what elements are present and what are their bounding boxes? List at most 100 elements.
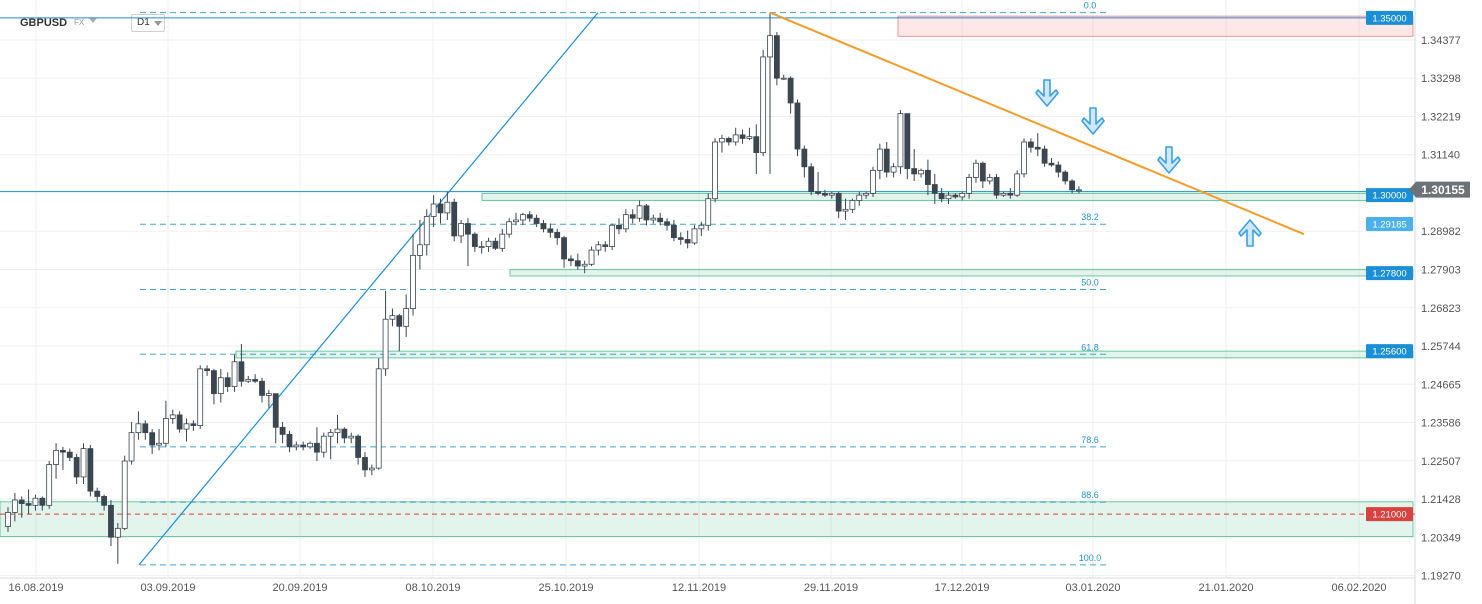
symbol-dropdown-icon[interactable] <box>89 18 97 23</box>
market-label: FX <box>74 18 85 27</box>
candle-down <box>664 221 670 226</box>
candle-down <box>1055 164 1062 173</box>
candle-up <box>1076 189 1082 192</box>
candle-down <box>451 201 458 237</box>
candle-up <box>897 113 904 168</box>
candle-up <box>870 169 876 194</box>
candle-down <box>904 113 911 169</box>
candle-down <box>547 228 554 233</box>
candle-up <box>767 35 773 58</box>
chevron-down-icon <box>154 21 162 26</box>
arrow-down-icon <box>1035 79 1059 107</box>
candle-up <box>856 194 863 201</box>
candle-up <box>973 162 979 178</box>
candle-up <box>918 169 924 175</box>
timeframe-label: D1 <box>137 17 150 28</box>
candle-up <box>622 214 629 230</box>
x-tick-label: 03.01.2020 <box>1065 582 1120 594</box>
symbol-label[interactable]: GBPUSD <box>20 17 68 29</box>
candle-up <box>334 428 341 434</box>
y-tick-label: 1.32219 <box>1421 111 1461 123</box>
y-tick-label: 1.26823 <box>1421 303 1461 315</box>
candle-up <box>197 368 204 426</box>
candle-down <box>25 503 32 506</box>
candle-up <box>588 249 595 265</box>
candle-down <box>300 444 307 448</box>
candle-up <box>327 432 334 437</box>
candle-down <box>108 504 114 538</box>
candle-up <box>403 308 410 327</box>
fib-label: 50.0 <box>1081 277 1099 287</box>
candle-up <box>11 499 18 513</box>
candle-down <box>526 214 533 219</box>
candle-down <box>979 162 986 182</box>
candle-down <box>142 423 149 434</box>
x-tick-label: 29.11.2019 <box>804 582 858 594</box>
fib-diagonal-line <box>138 12 599 566</box>
candle-down <box>602 244 609 247</box>
zone-support-1278 <box>509 269 1414 277</box>
fib-label: 61.8 <box>1081 342 1099 352</box>
candle-up <box>114 527 121 538</box>
candle-down <box>533 217 540 224</box>
candle-down <box>822 192 828 196</box>
candle-up <box>966 177 972 194</box>
candle-down <box>341 428 348 439</box>
candle-up <box>1021 141 1027 175</box>
fib-label: 100.0 <box>1079 553 1102 563</box>
x-tick-label: 20.09.2019 <box>272 582 327 594</box>
current-price-badge <box>1409 181 1470 198</box>
candle-down <box>911 168 918 175</box>
price-label-text: 1.29185 <box>1372 220 1406 231</box>
y-tick-label: 1.31140 <box>1421 150 1460 162</box>
candle-up <box>121 460 128 529</box>
candle-down <box>808 166 815 193</box>
candle-up <box>217 377 224 395</box>
candle-down <box>629 214 636 219</box>
candle-up <box>348 435 355 439</box>
price-label-text: 1.21000 <box>1372 510 1406 521</box>
candle-up <box>890 166 897 173</box>
candle-up <box>320 435 327 453</box>
candle-down <box>657 217 664 223</box>
candle-up <box>265 393 272 396</box>
candle-down <box>437 203 444 214</box>
candle-up <box>945 194 952 200</box>
x-tick-label: 08.10.2019 <box>405 582 460 594</box>
candle-up <box>80 448 87 478</box>
candle-down <box>272 393 279 428</box>
y-tick-label: 1.27903 <box>1421 264 1461 276</box>
candle-up <box>849 200 856 210</box>
candle-down <box>211 370 217 395</box>
candle-down <box>925 169 931 185</box>
candle-down <box>815 191 821 194</box>
price-label-box <box>1366 188 1413 203</box>
candle-down <box>671 224 677 239</box>
candle-down <box>938 192 945 200</box>
candle-up <box>410 255 416 309</box>
candle-up <box>32 497 39 506</box>
candle-down <box>801 148 808 168</box>
candle-up <box>876 148 883 171</box>
candle-up <box>485 240 492 247</box>
candle-down <box>1041 148 1048 164</box>
candle-down <box>176 414 183 430</box>
timeframe-select[interactable]: D1 <box>131 14 165 32</box>
candle-down <box>540 223 547 230</box>
candle-up <box>609 224 616 247</box>
price-label-box <box>1366 217 1413 232</box>
price-label-text: 1.30000 <box>1372 191 1406 202</box>
candle-up <box>458 223 464 237</box>
candle-up <box>1014 173 1021 196</box>
candle-up <box>46 464 53 506</box>
candle-up <box>183 423 190 430</box>
y-tick-label: 1.22507 <box>1421 456 1461 468</box>
candle-up <box>959 192 966 198</box>
price-label-text: 1.25600 <box>1372 347 1406 358</box>
candle-up <box>128 432 135 462</box>
candle-up <box>430 203 437 217</box>
candle-down <box>238 361 245 382</box>
y-tick-label: 1.33298 <box>1421 73 1461 85</box>
candle-down <box>73 457 80 478</box>
